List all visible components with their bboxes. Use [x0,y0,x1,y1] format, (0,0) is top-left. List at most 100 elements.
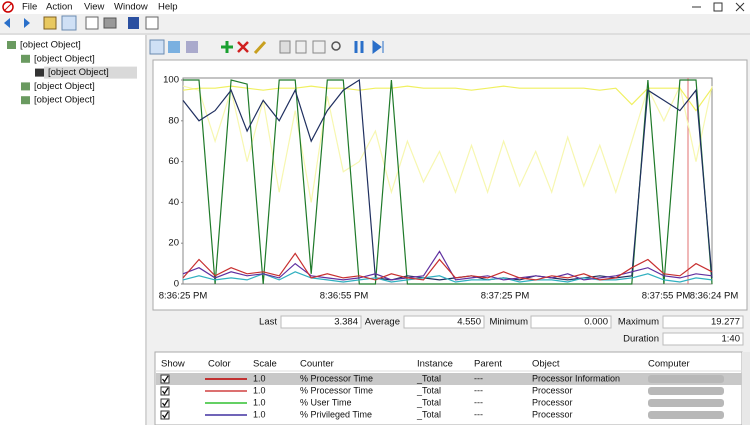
menu-item[interactable]: View [84,2,105,13]
cell-scale: 1.0 [253,409,266,419]
stat-box [662,315,744,329]
show-hide-tree-button[interactable] [61,15,77,31]
menu-bar [0,0,750,14]
checkbox[interactable] [160,410,170,420]
cell-instance: _Total [416,409,441,419]
tree-pane [0,35,145,425]
tree-label[interactable]: [object Object] [34,95,95,106]
cell-parent: --- [474,373,483,383]
cell-parent: --- [474,385,483,395]
stat-value: 0.000 [584,317,608,328]
cell-scale: 1.0 [253,385,266,395]
stat-value: 4.550 [457,317,481,328]
cell-parent: --- [474,397,483,407]
computer-blurred [648,411,724,419]
cell-counter: % Processor Time [300,385,373,395]
stat-label: Maximum [618,317,659,328]
table-scrollbar[interactable] [742,352,750,425]
computer-blurred [648,399,724,407]
add-button[interactable] [221,41,233,53]
view-data-button[interactable] [168,41,180,53]
computer-blurred [648,387,724,395]
stat-value: 1:40 [722,334,741,345]
checkbox[interactable] [160,374,170,384]
row-selection [156,373,742,385]
properties-button[interactable] [312,40,326,54]
menu-item[interactable]: File [22,2,37,13]
x-tick-label: 8:36:24 PM [690,291,739,302]
tree-icon [35,68,44,77]
cell-object: Processor Information [532,373,620,383]
maximize-button[interactable] [713,2,723,12]
up-button[interactable] [43,16,57,30]
x-tick-label: 8:37:25 PM [481,291,530,302]
y-tick-label: 40 [168,197,179,208]
column-header[interactable]: Parent [474,359,502,370]
stat-label: Last [259,317,277,328]
copy-button[interactable] [279,40,291,54]
y-tick-label: 20 [168,238,179,249]
cell-instance: _Total [416,385,441,395]
delete-button[interactable] [237,41,249,53]
stat-label: Minimum [489,317,528,328]
column-header[interactable]: Show [161,359,185,370]
series-line [182,252,713,281]
change-graph-button[interactable] [186,41,198,53]
cell-object: Processor [532,385,573,395]
series-line [182,85,713,112]
tree-icon [21,54,30,63]
tree-icon [7,41,16,49]
stat-value: 3.384 [334,317,358,328]
stat-value: 19.277 [711,317,740,328]
tree-icon [21,96,30,105]
tree-label[interactable]: [object Object] [34,53,95,64]
back-button[interactable] [4,18,10,28]
computer-blurred [648,375,724,383]
column-header[interactable]: Counter [300,359,334,370]
help-button[interactable] [128,17,139,29]
series-line [182,84,713,203]
checkbox[interactable] [160,386,170,396]
highlight-button[interactable] [253,40,267,55]
plot-area [182,77,713,285]
stat-box [530,315,612,329]
freeze-button[interactable] [354,41,364,53]
menu-item[interactable]: Action [46,2,72,13]
tree-label[interactable]: [object Object] [48,67,109,78]
cell-counter: % User Time [300,397,352,407]
close-button[interactable] [735,2,745,12]
column-header[interactable]: Color [208,359,231,370]
x-tick-label: 8:37:55 PM [642,291,691,302]
stat-label: Average [365,317,400,328]
menu-item[interactable]: Window [114,2,148,13]
update-button[interactable] [372,40,384,54]
tree-label[interactable]: [object Object] [20,40,81,51]
column-header[interactable]: Scale [253,359,277,370]
tree-label[interactable]: [object Object] [34,81,95,92]
x-tick-label: 8:36:55 PM [320,291,369,302]
new-window-button[interactable] [145,16,159,30]
cell-object: Processor [532,409,573,419]
stat-box [403,315,485,329]
series-line [182,250,713,281]
properties-button[interactable] [85,16,99,30]
cell-scale: 1.0 [253,373,266,383]
forward-button[interactable] [24,18,30,28]
y-tick-label: 80 [168,115,179,126]
y-tick-label: 0 [174,279,179,290]
main-toolbar [4,15,159,31]
column-header[interactable]: Computer [648,359,690,370]
column-header[interactable]: Instance [417,359,453,370]
checkbox[interactable] [160,398,170,408]
paste-button[interactable] [295,40,307,54]
view-graph-button[interactable] [149,39,165,55]
print-button[interactable] [103,17,117,29]
checkmark [161,399,169,407]
y-tick-label: 100 [163,75,179,86]
menu-item[interactable]: Help [158,2,178,13]
column-header[interactable]: Object [532,359,560,370]
cell-counter: % Processor Time [300,373,373,383]
chart-toolbar [149,39,384,55]
zoom-button[interactable] [331,41,341,51]
